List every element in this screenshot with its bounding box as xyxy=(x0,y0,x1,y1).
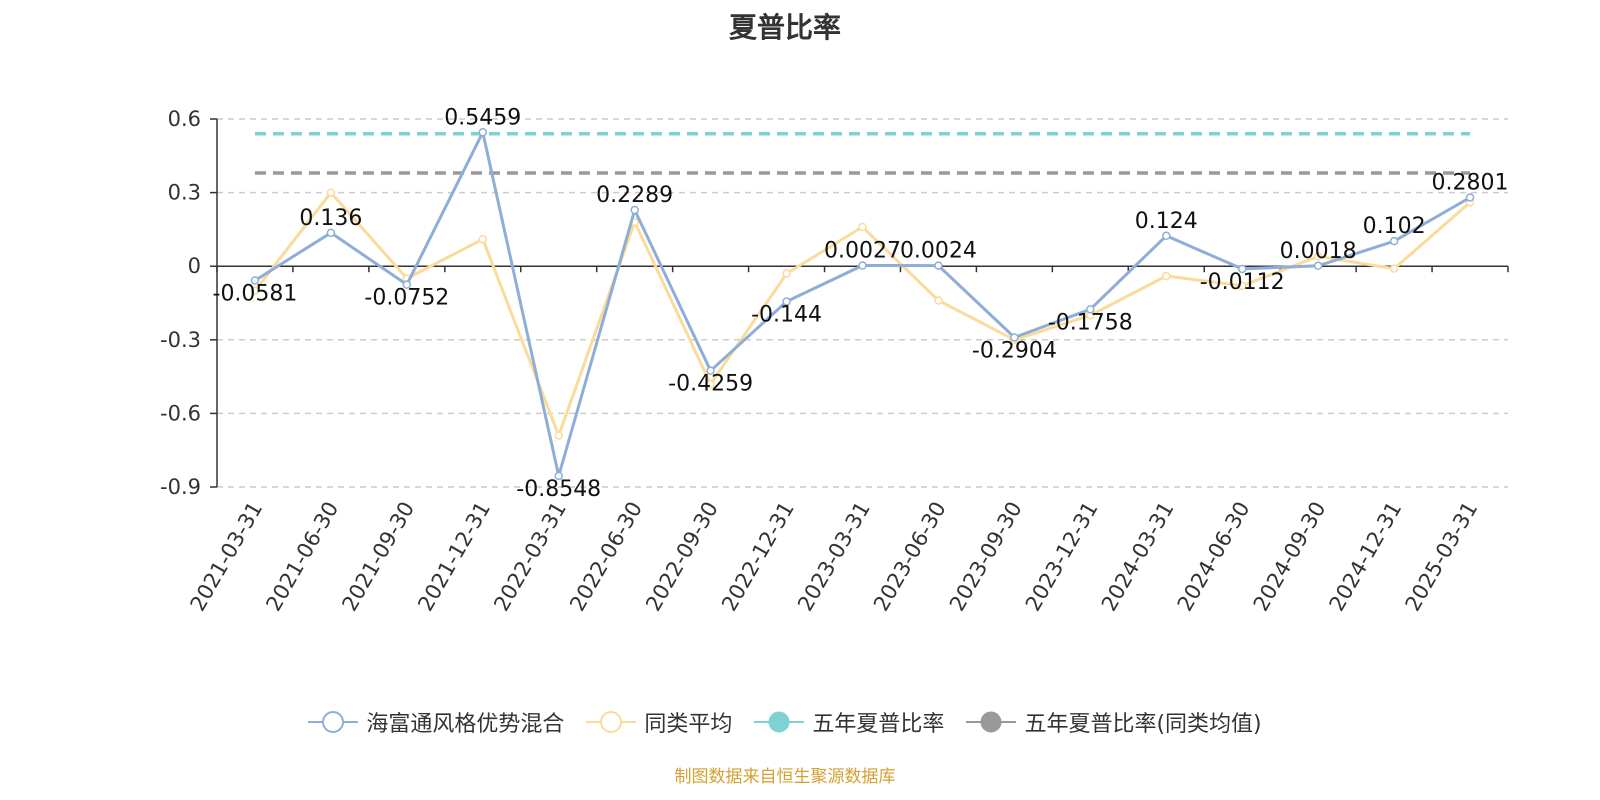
category-average-point xyxy=(706,379,715,389)
fund-data-point xyxy=(934,261,943,270)
fund-data-label: -0.0112 xyxy=(1200,270,1285,295)
fund-data-point xyxy=(1086,305,1095,314)
fund-data-label: -0.4259 xyxy=(668,372,753,397)
legend-item-five-year-sharpe[interactable]: 五年夏普比率 xyxy=(754,706,944,738)
legend-average-marker xyxy=(600,711,623,733)
x-tick-label: 2022-09-30 xyxy=(641,498,723,616)
fund-data-point xyxy=(782,297,791,306)
category-average-point xyxy=(478,234,488,244)
fund-data-point xyxy=(706,366,715,375)
x-tick-label: 2022-03-31 xyxy=(489,498,571,616)
source-note: 制图数据来自恒生聚源数据库 xyxy=(674,767,896,787)
legend: 海富通风格优势混合 同类平均 五年夏普比率 五年夏普比率(同类均值) xyxy=(0,706,1570,738)
legend-label-five-year-sharpe-category-mean: 五年夏普比率(同类均值) xyxy=(1024,712,1262,737)
x-tick-label: 2024-12-31 xyxy=(1325,498,1407,616)
fund-data-label: -0.2904 xyxy=(972,338,1057,363)
legend-line-dot-icon xyxy=(966,711,1017,733)
x-tick-label: 2025-03-31 xyxy=(1401,498,1483,616)
y-tick-label: -0.9 xyxy=(160,475,201,499)
fund-data-point xyxy=(478,128,488,137)
legend-line-circle-icon xyxy=(586,711,637,733)
legend-label-category-average: 同类平均 xyxy=(644,712,733,737)
x-tick-label: 2024-03-31 xyxy=(1097,498,1179,616)
fund-data-point xyxy=(1313,261,1323,271)
fund-data-label: 0.0018 xyxy=(1280,239,1357,264)
x-tick-label: 2023-12-31 xyxy=(1021,498,1103,616)
fund-data-point xyxy=(630,205,639,215)
legend-five-year-mean-marker xyxy=(980,711,1002,733)
x-tick-label: 2022-06-30 xyxy=(565,498,647,616)
fund-data-label: -0.1758 xyxy=(1048,310,1133,335)
category-average-point xyxy=(554,431,563,440)
category-average-point xyxy=(1237,281,1247,291)
fund-data-label: 0.2801 xyxy=(1432,170,1509,195)
legend-item-category-average[interactable]: 同类平均 xyxy=(586,706,732,738)
x-tick-label: 2021-06-30 xyxy=(261,498,343,616)
x-tick-label: 2024-06-30 xyxy=(1173,498,1255,616)
fund-data-label: -0.0752 xyxy=(364,286,449,311)
fund-data-label: 0.0024 xyxy=(900,239,977,264)
category-average-point xyxy=(1162,271,1171,281)
fund-data-point xyxy=(326,228,336,238)
y-tick-label: -0.3 xyxy=(160,328,201,352)
fund-data-label: 0.0027 xyxy=(824,239,901,264)
fund-data-point xyxy=(1389,236,1399,246)
fund-data-label: 0.124 xyxy=(1135,209,1198,234)
sharpe-ratio-chart: 0.60.30-0.3-0.6-0.92021-03-312021-06-302… xyxy=(160,105,1509,616)
category-average-point xyxy=(934,296,943,305)
x-tick-label: 2023-09-30 xyxy=(945,498,1027,616)
fund-data-label: -0.144 xyxy=(751,303,822,328)
fund-data-point xyxy=(1465,193,1475,202)
y-tick-label: 0.6 xyxy=(168,107,201,131)
category-average-point xyxy=(1313,252,1323,261)
fund-data-point xyxy=(1162,231,1171,241)
fund-data-label: -0.8548 xyxy=(516,477,601,502)
legend-fund-marker xyxy=(322,711,345,733)
x-tick-label: 2021-12-31 xyxy=(413,498,495,616)
legend-line-circle-icon xyxy=(308,711,359,733)
fund-data-label: 0.5459 xyxy=(444,105,521,130)
fund-data-label: 0.136 xyxy=(299,206,362,231)
fund-data-label: 0.102 xyxy=(1363,214,1426,239)
fund-data-point xyxy=(1237,264,1247,274)
fund-data-point xyxy=(1010,333,1019,342)
legend-item-five-year-sharpe-category-mean[interactable]: 五年夏普比率(同类均值) xyxy=(966,706,1262,738)
fund-data-label: 0.2289 xyxy=(596,183,673,208)
y-tick-label: 0.3 xyxy=(168,181,201,205)
legend-line-dot-icon xyxy=(754,711,805,733)
category-average-point xyxy=(858,222,867,232)
x-tick-label: 2021-03-31 xyxy=(185,498,267,616)
fund-data-point xyxy=(554,471,563,481)
x-tick-label: 2022-12-31 xyxy=(717,498,799,616)
x-tick-label: 2024-09-30 xyxy=(1249,498,1331,616)
fund-data-point xyxy=(402,280,412,289)
y-tick-label: -0.6 xyxy=(160,401,201,425)
legend-five-year-marker xyxy=(768,711,790,733)
category-average-point xyxy=(326,188,336,197)
category-average-point xyxy=(1389,264,1399,273)
category-average-point xyxy=(782,269,791,278)
x-tick-label: 2023-03-31 xyxy=(793,498,875,616)
y-tick-label: 0 xyxy=(188,254,201,278)
fund-data-point xyxy=(858,261,867,270)
x-tick-label: 2023-06-30 xyxy=(869,498,951,616)
category-average-point xyxy=(250,286,260,295)
legend-label-five-year-sharpe: 五年夏普比率 xyxy=(812,712,945,737)
x-tick-label: 2021-09-30 xyxy=(337,497,419,615)
legend-item-fund[interactable]: 海富通风格优势混合 xyxy=(308,706,564,738)
fund-data-label: -0.0581 xyxy=(213,281,298,306)
legend-label-fund: 海富通风格优势混合 xyxy=(366,712,565,737)
fund-data-point xyxy=(250,276,260,285)
chart-title: 夏普比率 xyxy=(728,11,841,44)
